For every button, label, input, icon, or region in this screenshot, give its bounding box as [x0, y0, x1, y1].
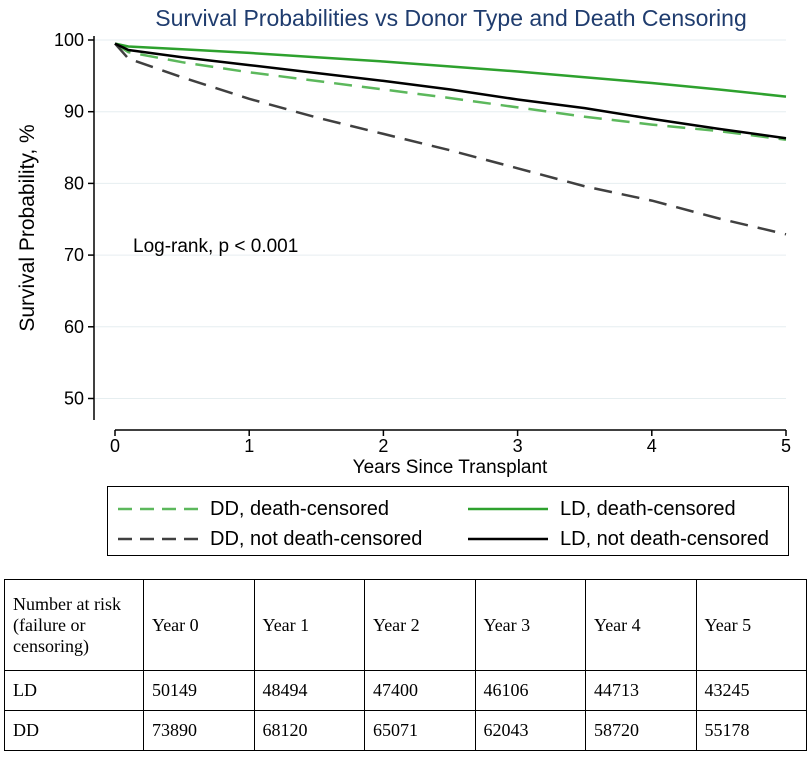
- number-at-risk-table: Number at risk (failure or censoring) Ye…: [4, 579, 807, 751]
- series-lines: [114, 42, 787, 236]
- table-header-cell: Number at risk (failure or censoring): [4, 579, 144, 671]
- legend-swatch-ld-not-death-censored: [468, 537, 548, 541]
- chart-title: Survival Probabilities vs Donor Type and…: [155, 5, 747, 31]
- x-tick-label: 1: [244, 436, 254, 456]
- table-cell: 50149: [143, 670, 255, 711]
- series-line-ld-death-censored: [114, 42, 787, 98]
- legend-item-dd-not-death-censored: DD, not death-censored: [118, 527, 422, 551]
- series-line-dd-not-death-censored: [114, 42, 787, 236]
- x-tick-label: 0: [110, 436, 120, 456]
- y-tick-label: 100: [54, 30, 84, 50]
- legend-swatch-dd-death-censored: [118, 507, 198, 511]
- table-cell: 44713: [585, 670, 697, 711]
- legend-label: LD, not death-censored: [560, 527, 770, 550]
- table-row: DD 73890 68120 65071 62043 58720 55178: [4, 710, 807, 751]
- table-cell: 65071: [364, 710, 476, 751]
- table-cell: 55178: [695, 710, 807, 751]
- x-tick-label: 2: [378, 436, 388, 456]
- series-line-dd-death-censored: [114, 42, 787, 141]
- legend-item-dd-death-censored: DD, death-censored: [118, 497, 389, 521]
- table-cell: 46106: [474, 670, 586, 711]
- y-tick-label: 90: [64, 102, 84, 122]
- table-header-cell: Year 2: [364, 579, 476, 671]
- log-rank-annotation: Log-rank, p < 0.001: [133, 236, 298, 257]
- gridlines: [95, 39, 786, 399]
- table-header-cell: Year 0: [143, 579, 255, 671]
- table-cell: 47400: [364, 670, 476, 711]
- table-cell: 62043: [474, 710, 586, 751]
- legend-label: LD, death-censored: [560, 497, 736, 520]
- y-tick-label: 50: [64, 388, 84, 408]
- table-cell: 58720: [585, 710, 697, 751]
- table-header-cell: Year 4: [585, 579, 697, 671]
- chart-legend: DD, death-censored LD, death-censored DD…: [107, 486, 789, 556]
- legend-swatch-dd-not-death-censored: [118, 537, 198, 541]
- table-cell: 43245: [695, 670, 807, 711]
- table-header-cell: Year 3: [474, 579, 586, 671]
- y-tick-label: 70: [64, 245, 84, 265]
- survival-chart: Survival Probabilities vs Donor Type and…: [16, 5, 791, 478]
- x-axis-label: Years Since Transplant: [353, 457, 548, 478]
- table-cell: LD: [4, 670, 144, 711]
- table-cell: 68120: [253, 710, 365, 751]
- table-cell: 73890: [143, 710, 255, 751]
- y-axis-label: Survival Probability, %: [16, 124, 39, 331]
- legend-label: DD, death-censored: [210, 497, 389, 520]
- axis-ticks: 50 60 70 80 90 100 0 1 2 3 4 5: [54, 30, 791, 456]
- table-row: LD 50149 48494 47400 46106 44713 43245: [4, 670, 807, 711]
- y-tick-label: 60: [64, 317, 84, 337]
- legend-item-ld-death-censored: LD, death-censored: [468, 497, 736, 521]
- legend-swatch-ld-death-censored: [468, 507, 548, 511]
- legend-label: DD, not death-censored: [210, 527, 423, 550]
- x-tick-label: 4: [647, 436, 657, 456]
- series-line-ld-not-death-censored: [114, 42, 787, 140]
- table-header-row: Number at risk (failure or censoring) Ye…: [4, 579, 807, 671]
- table-header-cell: Year 5: [695, 579, 807, 671]
- x-tick-label: 3: [513, 436, 523, 456]
- table-header-cell: Year 1: [253, 579, 365, 671]
- legend-item-ld-not-death-censored: LD, not death-censored: [468, 527, 769, 551]
- table-cell: DD: [4, 710, 144, 751]
- table-cell: 48494: [253, 670, 365, 711]
- x-tick-label: 5: [781, 436, 791, 456]
- y-tick-label: 80: [64, 173, 84, 193]
